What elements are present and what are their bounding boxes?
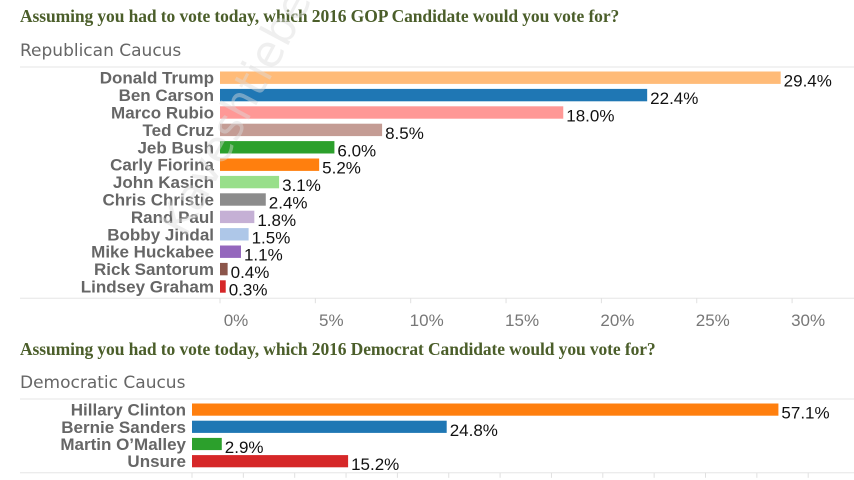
value-label-ben-carson: 22.4% <box>650 89 698 108</box>
bar-marco-rubio <box>220 106 564 119</box>
value-label-bobby-jindal: 1.5% <box>252 228 291 247</box>
category-label-bernie-sanders: Bernie Sanders <box>61 418 186 437</box>
value-label-unsure: 15.2% <box>351 455 399 474</box>
value-label-carly-fiorina: 5.2% <box>322 159 361 178</box>
bar-unsure <box>192 455 349 468</box>
republican-caucus-chart: Donald Trump 29.4% Ben Carson 22.4% Marco Ru… <box>20 66 854 330</box>
bar-chris-christie <box>220 193 266 206</box>
category-label-lindsey-graham: Lindsey Graham <box>81 278 214 297</box>
category-label-chris-christie: Chris Christie <box>103 191 214 210</box>
bar-john-kasich <box>220 175 280 189</box>
value-label-martin-o-malley: 2.9% <box>225 438 264 457</box>
bar-donald-trump <box>220 71 781 84</box>
category-label-jeb-bush: Jeb Bush <box>137 138 214 157</box>
category-label-ted-cruz: Ted Cruz <box>143 121 214 140</box>
value-label-lindsey-graham: 0.3% <box>229 281 268 300</box>
value-label-marco-rubio: 18.0% <box>566 107 614 126</box>
category-label-hillary-clinton: Hillary Clinton <box>71 401 186 420</box>
value-label-jeb-bush: 6.0% <box>337 141 376 160</box>
dem-question-title: Assuming you had to vote today, which 20… <box>20 339 656 359</box>
value-label-john-kasich: 3.1% <box>282 176 321 195</box>
category-label-ben-carson: Ben Carson <box>119 86 214 105</box>
bar-bobby-jindal <box>220 228 249 241</box>
bar-ted-cruz <box>220 123 383 137</box>
x-tick-label-30: 30% <box>791 311 825 330</box>
bar-hillary-clinton <box>192 403 779 416</box>
bar-lindsey-graham <box>220 280 226 293</box>
value-label-bernie-sanders: 24.8% <box>450 421 498 440</box>
value-label-rand-paul: 1.8% <box>257 211 296 230</box>
category-label-rick-santorum: Rick Santorum <box>94 260 214 279</box>
bar-carly-fiorina <box>220 158 320 171</box>
category-label-mike-huckabee: Mike Huckabee <box>91 243 214 262</box>
bar-ben-carson <box>220 88 648 102</box>
value-label-rick-santorum: 0.4% <box>231 263 270 282</box>
category-label-carly-fiorina: Carly Fiorina <box>110 156 214 175</box>
x-tick-label-10: 10% <box>410 311 444 330</box>
x-tick-label-15: 15% <box>505 311 539 330</box>
category-label-unsure: Unsure <box>127 452 186 471</box>
democratic-caucus-title: Democratic Caucus <box>20 373 186 393</box>
x-tick-label-0: 0% <box>224 311 249 330</box>
bar-rand-paul <box>220 210 255 224</box>
bar-martin-o-malley <box>192 437 222 451</box>
category-label-rand-paul: Rand Paul <box>131 208 214 227</box>
value-label-hillary-clinton: 57.1% <box>781 404 829 423</box>
gop-question-title: Assuming you had to vote today, which 20… <box>20 6 620 26</box>
value-label-mike-huckabee: 1.1% <box>244 246 283 265</box>
x-tick-label-25: 25% <box>696 311 730 330</box>
value-label-chris-christie: 2.4% <box>269 194 308 213</box>
category-label-donald-trump: Donald Trump <box>100 69 214 88</box>
bar-bernie-sanders <box>192 420 447 433</box>
value-label-donald-trump: 29.4% <box>784 72 832 91</box>
category-label-martin-o-malley: Martin O’Malley <box>60 435 186 454</box>
x-tick-label-20: 20% <box>600 311 634 330</box>
bar-mike-huckabee <box>220 245 241 258</box>
category-label-john-kasich: John Kasich <box>113 173 214 192</box>
republican-caucus-title: Republican Caucus <box>20 41 182 61</box>
bar-rick-santorum <box>220 262 228 276</box>
value-label-ted-cruz: 8.5% <box>385 124 424 143</box>
x-tick-label-5: 5% <box>319 311 344 330</box>
bar-jeb-bush <box>220 141 335 154</box>
category-label-marco-rubio: Marco Rubio <box>111 104 214 123</box>
category-label-bobby-jindal: Bobby Jindal <box>107 225 214 244</box>
